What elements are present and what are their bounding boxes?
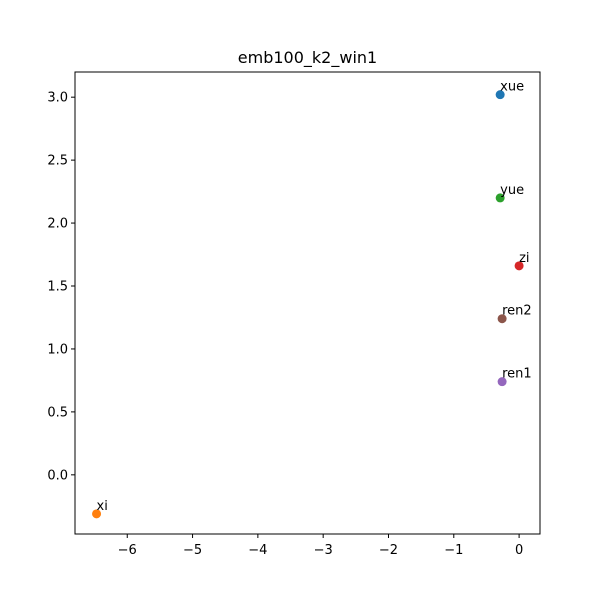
- point-label-xi: xi: [97, 499, 108, 514]
- x-tick-label: −5: [183, 543, 202, 558]
- x-tick-label: −6: [118, 543, 137, 558]
- point-label-yue: yue: [500, 183, 524, 198]
- x-tick-label: −2: [379, 543, 398, 558]
- point-label-ren2: ren2: [502, 304, 532, 319]
- point-label-ren1: ren1: [502, 367, 532, 382]
- point-zi: [514, 261, 524, 271]
- y-tick-label: 1.0: [47, 342, 68, 357]
- y-tick-label: 0.5: [47, 405, 68, 420]
- x-axis-ticks: −6 −5 −4 −3 −2 −1 0: [118, 534, 523, 558]
- y-tick-label: 1.5: [47, 280, 68, 295]
- point-ren2: [497, 314, 507, 324]
- x-tick-label: 0: [515, 543, 523, 558]
- y-tick-label: 2.5: [47, 154, 68, 169]
- plot-frame: [74, 71, 541, 535]
- y-tick-label: 0.0: [47, 468, 68, 483]
- point-label-zi: zi: [519, 251, 529, 266]
- point-label-xue: xue: [500, 80, 524, 95]
- chart-title: emb100_k2_win1: [238, 48, 377, 68]
- x-tick-label: −3: [314, 543, 333, 558]
- y-tick-label: 3.0: [47, 91, 68, 106]
- y-tick-label: 2.0: [47, 217, 68, 232]
- data-points: [92, 90, 524, 519]
- point-yue: [495, 193, 505, 203]
- point-xi: [92, 509, 102, 519]
- x-tick-label: −1: [444, 543, 463, 558]
- point-labels: xue xi yue zi ren1 ren2: [97, 80, 532, 514]
- y-axis-ticks: 0.0 0.5 1.0 1.5 2.0 2.5 3.0: [47, 91, 75, 483]
- point-xue: [495, 90, 505, 100]
- point-ren1: [497, 377, 507, 387]
- x-tick-label: −4: [248, 543, 267, 558]
